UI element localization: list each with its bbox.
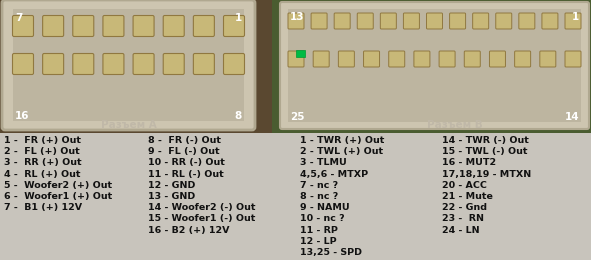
FancyBboxPatch shape — [133, 16, 154, 36]
Text: 13: 13 — [290, 12, 304, 22]
FancyBboxPatch shape — [223, 16, 245, 36]
FancyBboxPatch shape — [542, 13, 558, 29]
Text: 3 - TLMU: 3 - TLMU — [300, 158, 347, 167]
FancyBboxPatch shape — [103, 16, 124, 36]
FancyBboxPatch shape — [193, 54, 215, 75]
Text: 17,18,19 - MTXN: 17,18,19 - MTXN — [442, 170, 531, 179]
Text: 10 - nc ?: 10 - nc ? — [300, 214, 345, 223]
Text: 1 - TWR (+) Out: 1 - TWR (+) Out — [300, 136, 384, 145]
Text: 2 -  FL (+) Out: 2 - FL (+) Out — [4, 147, 80, 156]
FancyBboxPatch shape — [414, 51, 430, 67]
Text: 1: 1 — [571, 12, 579, 22]
FancyBboxPatch shape — [381, 13, 397, 29]
Text: 8 -  FR (-) Out: 8 - FR (-) Out — [148, 136, 221, 145]
Text: 16: 16 — [15, 111, 30, 121]
FancyBboxPatch shape — [496, 13, 512, 29]
FancyBboxPatch shape — [427, 13, 443, 29]
FancyBboxPatch shape — [73, 16, 94, 36]
FancyBboxPatch shape — [489, 51, 505, 67]
FancyBboxPatch shape — [565, 51, 581, 67]
FancyBboxPatch shape — [163, 16, 184, 36]
Text: 12 - LP: 12 - LP — [300, 237, 337, 246]
FancyBboxPatch shape — [2, 0, 255, 130]
Text: Разъем В: Разъем В — [427, 120, 482, 130]
FancyBboxPatch shape — [73, 54, 94, 75]
Text: 7 -  B1 (+) 12V: 7 - B1 (+) 12V — [4, 203, 82, 212]
FancyBboxPatch shape — [404, 13, 420, 29]
FancyBboxPatch shape — [363, 51, 379, 67]
Text: 2 - TWL (+) Out: 2 - TWL (+) Out — [300, 147, 383, 156]
Text: 7 - nc ?: 7 - nc ? — [300, 181, 338, 190]
FancyBboxPatch shape — [0, 0, 591, 133]
FancyBboxPatch shape — [296, 50, 305, 57]
Text: 1 -  FR (+) Out: 1 - FR (+) Out — [4, 136, 81, 145]
FancyBboxPatch shape — [280, 2, 589, 129]
FancyBboxPatch shape — [515, 51, 531, 67]
Text: 11 - RL (-) Out: 11 - RL (-) Out — [148, 170, 224, 179]
FancyBboxPatch shape — [288, 13, 304, 29]
Text: 15 - TWL (-) Out: 15 - TWL (-) Out — [442, 147, 528, 156]
FancyBboxPatch shape — [43, 16, 64, 36]
Text: 14: 14 — [564, 112, 579, 122]
Text: 6 -  Woofer1 (+) Out: 6 - Woofer1 (+) Out — [4, 192, 112, 201]
FancyBboxPatch shape — [133, 54, 154, 75]
Text: 10 - RR (-) Out: 10 - RR (-) Out — [148, 158, 225, 167]
Text: 4,5,6 - MTXP: 4,5,6 - MTXP — [300, 170, 368, 179]
Text: 13 - GND: 13 - GND — [148, 192, 195, 201]
Text: 9 -  FL (-) Out: 9 - FL (-) Out — [148, 147, 220, 156]
Text: 16 - MUT2: 16 - MUT2 — [442, 158, 496, 167]
FancyBboxPatch shape — [334, 13, 350, 29]
Text: 16 - B2 (+) 12V: 16 - B2 (+) 12V — [148, 226, 229, 235]
Text: 15 - Woofer1 (-) Out: 15 - Woofer1 (-) Out — [148, 214, 255, 223]
FancyBboxPatch shape — [288, 9, 581, 122]
FancyBboxPatch shape — [13, 9, 244, 121]
FancyBboxPatch shape — [519, 13, 535, 29]
FancyBboxPatch shape — [450, 13, 466, 29]
Text: 5 -  Woofer2 (+) Out: 5 - Woofer2 (+) Out — [4, 181, 112, 190]
Text: Разъем А: Разъем А — [100, 120, 157, 130]
FancyBboxPatch shape — [193, 16, 215, 36]
Text: 12 - GND: 12 - GND — [148, 181, 196, 190]
Text: 22 - Gnd: 22 - Gnd — [442, 203, 487, 212]
FancyBboxPatch shape — [313, 51, 329, 67]
FancyBboxPatch shape — [439, 51, 455, 67]
FancyBboxPatch shape — [163, 54, 184, 75]
Text: 14 - Woofer2 (-) Out: 14 - Woofer2 (-) Out — [148, 203, 255, 212]
Text: 14 - TWR (-) Out: 14 - TWR (-) Out — [442, 136, 529, 145]
FancyBboxPatch shape — [223, 54, 245, 75]
Text: 11 - RP: 11 - RP — [300, 226, 338, 235]
Text: 24 - LN: 24 - LN — [442, 226, 480, 235]
FancyBboxPatch shape — [103, 54, 124, 75]
Text: 23 -  RN: 23 - RN — [442, 214, 484, 223]
Text: 1: 1 — [235, 13, 242, 23]
FancyBboxPatch shape — [465, 51, 480, 67]
FancyBboxPatch shape — [389, 51, 405, 67]
Text: 7: 7 — [15, 13, 22, 23]
FancyBboxPatch shape — [339, 51, 355, 67]
FancyBboxPatch shape — [12, 16, 34, 36]
FancyBboxPatch shape — [540, 51, 556, 67]
Text: 8: 8 — [235, 111, 242, 121]
Text: 21 - Mute: 21 - Mute — [442, 192, 493, 201]
FancyBboxPatch shape — [565, 13, 581, 29]
FancyBboxPatch shape — [311, 13, 327, 29]
Text: 8 - nc ?: 8 - nc ? — [300, 192, 338, 201]
FancyBboxPatch shape — [43, 54, 64, 75]
FancyBboxPatch shape — [272, 0, 591, 133]
Text: 3 -  RR (+) Out: 3 - RR (+) Out — [4, 158, 82, 167]
FancyBboxPatch shape — [12, 54, 34, 75]
FancyBboxPatch shape — [473, 13, 489, 29]
Text: 13,25 - SPD: 13,25 - SPD — [300, 248, 362, 257]
Text: 9 - NAMU: 9 - NAMU — [300, 203, 350, 212]
Text: 4 -  RL (+) Out: 4 - RL (+) Out — [4, 170, 80, 179]
Text: 25: 25 — [290, 112, 304, 122]
FancyBboxPatch shape — [357, 13, 374, 29]
FancyBboxPatch shape — [288, 51, 304, 67]
Text: 20 - ACC: 20 - ACC — [442, 181, 487, 190]
